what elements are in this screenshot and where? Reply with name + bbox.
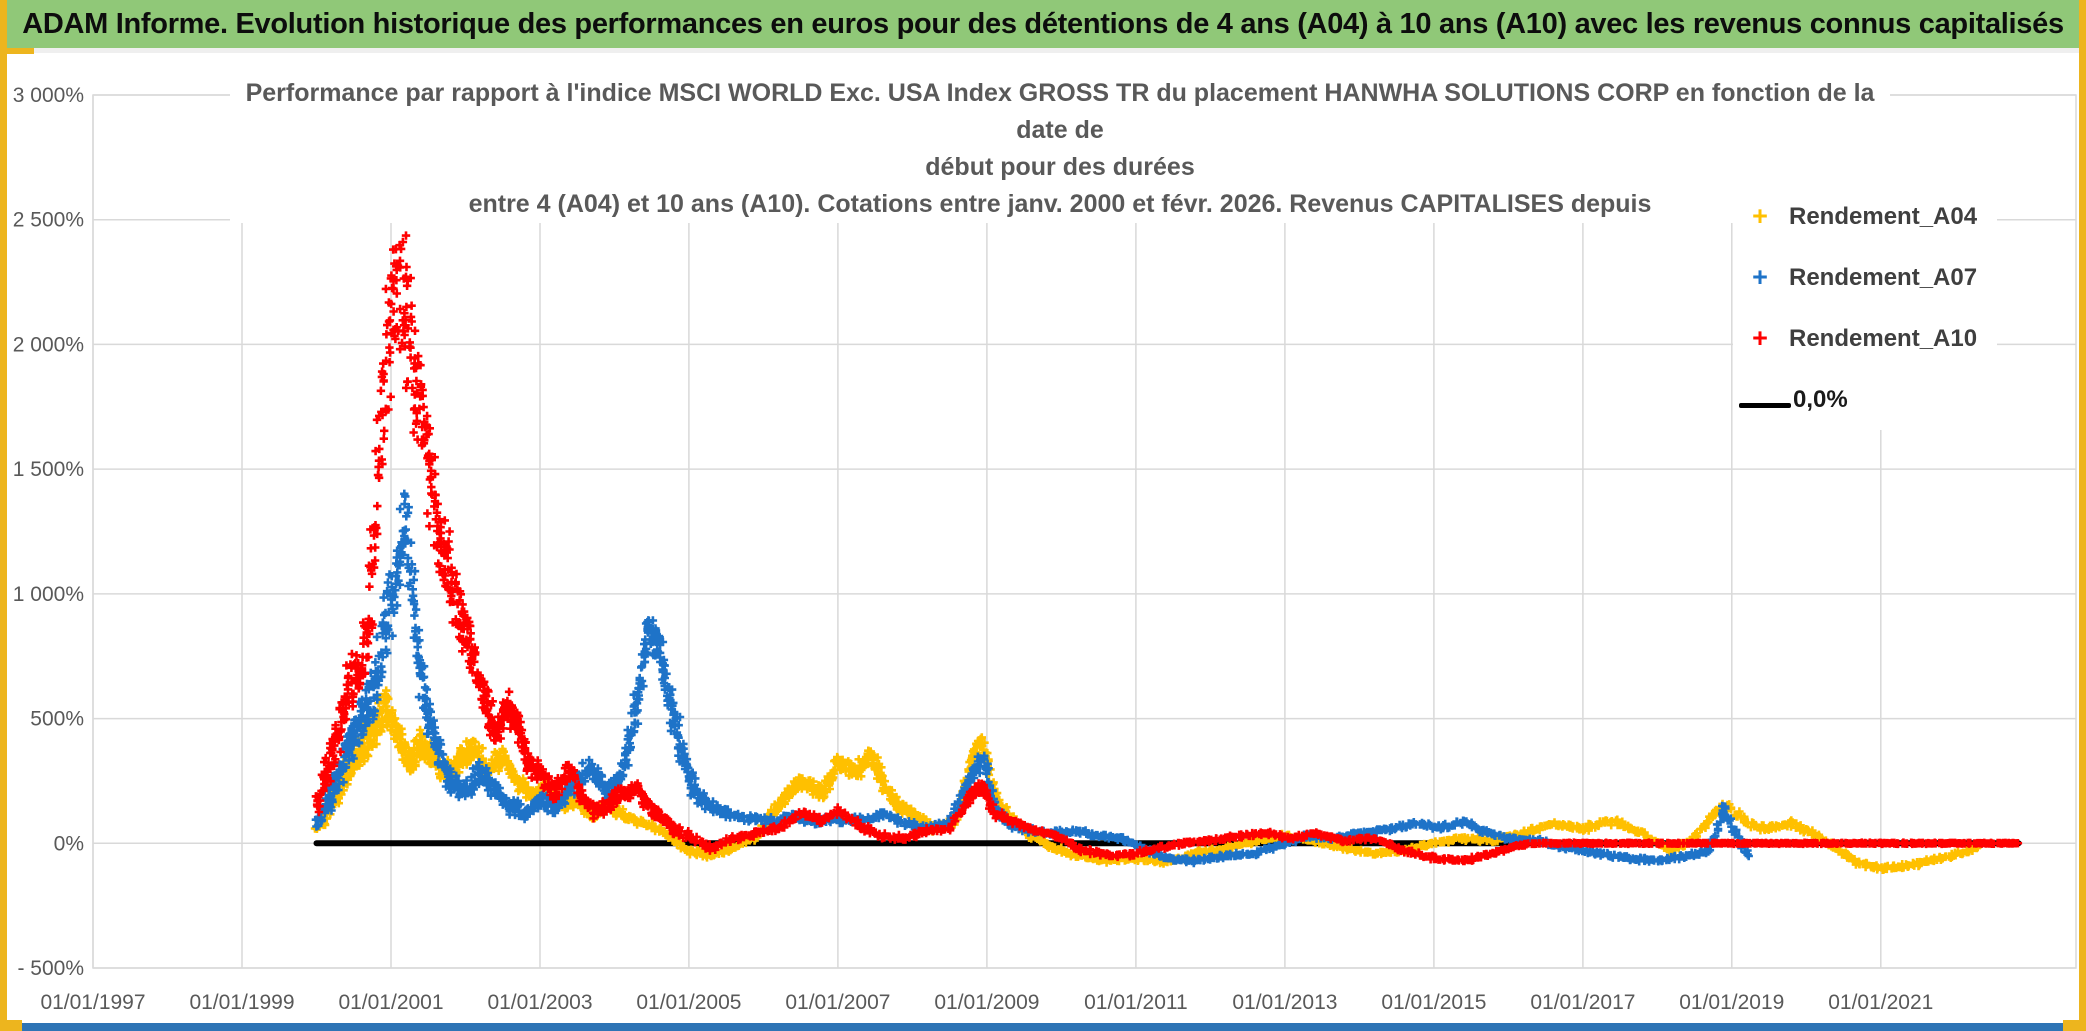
- svg-text:2 000%: 2 000%: [13, 333, 84, 356]
- legend-label: Rendement_A07: [1789, 263, 1978, 291]
- svg-text:01/01/1999: 01/01/1999: [189, 991, 294, 1014]
- series-Rendement_A10: [311, 231, 2023, 866]
- svg-text:01/01/2009: 01/01/2009: [934, 991, 1039, 1014]
- legend-label: Rendement_A10: [1789, 324, 1978, 352]
- svg-text:01/01/2015: 01/01/2015: [1381, 991, 1486, 1014]
- chart-title: Performance par rapport à l'indice MSCI …: [230, 75, 1890, 223]
- svg-text:01/01/2011: 01/01/2011: [1084, 991, 1188, 1014]
- legend-plus-marker: +: [1752, 201, 1768, 231]
- legend-item-rendement-a04[interactable]: + Rendement_A04: [1737, 186, 1993, 247]
- legend-item-rendement-a07[interactable]: + Rendement_A07: [1737, 247, 1993, 308]
- header-bar: ADAM Informe. Evolution historique des p…: [7, 0, 2079, 48]
- header-title: ADAM Informe. Evolution historique des p…: [22, 7, 2064, 40]
- gold-dash-top-left: [0, 48, 34, 54]
- svg-text:01/01/2013: 01/01/2013: [1232, 991, 1337, 1014]
- series-Rendement_A07: [311, 489, 1753, 868]
- chart-title-line-3: entre 4 (A04) et 10 ans (A10). Cotations…: [468, 190, 1652, 218]
- svg-text:01/01/1997: 01/01/1997: [40, 991, 145, 1014]
- svg-text:01/01/2021: 01/01/2021: [1828, 991, 1933, 1014]
- svg-text:01/01/2003: 01/01/2003: [487, 991, 592, 1014]
- svg-text:500%: 500%: [30, 708, 84, 731]
- header-divider: [7, 48, 2079, 53]
- legend-plus-marker: +: [1752, 323, 1768, 353]
- svg-text:01/01/2019: 01/01/2019: [1679, 991, 1784, 1014]
- legend-line-swatch: [1737, 386, 1793, 413]
- svg-text:2 500%: 2 500%: [13, 209, 84, 232]
- chart-title-line-1: Performance par rapport à l'indice MSCI …: [245, 79, 1875, 144]
- chart-legend: + Rendement_A04 + Rendement_A07 + Rendement_A…: [1733, 186, 1997, 430]
- legend-label: 0,0%: [1793, 385, 1848, 413]
- legend-item-rendement-a10[interactable]: + Rendement_A10: [1737, 308, 1993, 369]
- legend-item-0-0-[interactable]: 0,0%: [1737, 369, 1993, 430]
- svg-text:01/01/2005: 01/01/2005: [636, 991, 741, 1014]
- svg-text:01/01/2001: 01/01/2001: [338, 991, 443, 1014]
- legend-label: Rendement_A04: [1789, 202, 1978, 230]
- svg-text:- 500%: - 500%: [17, 957, 84, 980]
- gold-corner-bottom-left: [0, 1020, 22, 1031]
- svg-text:01/01/2017: 01/01/2017: [1530, 991, 1635, 1014]
- chart-title-line-2: début pour des durées: [925, 153, 1195, 181]
- left-gold-border: [0, 0, 7, 1031]
- svg-text:01/01/2007: 01/01/2007: [785, 991, 890, 1014]
- legend-plus-marker: +: [1752, 262, 1768, 292]
- svg-text:1 000%: 1 000%: [13, 583, 84, 606]
- y-axis-labels: 3 000% 2 500% 2 000% 1 500% 1 000% 500% 0% - 50…: [13, 84, 84, 980]
- right-gold-border: [2079, 0, 2086, 1031]
- gold-corner-bottom-right: [2063, 1020, 2086, 1031]
- x-axis-labels: 01/01/1997 01/01/1999 01/01/2001 01/01/2003…: [40, 991, 1933, 1014]
- svg-text:1 500%: 1 500%: [13, 458, 84, 481]
- svg-text:3 000%: 3 000%: [13, 84, 84, 107]
- svg-text:0%: 0%: [54, 832, 84, 855]
- bottom-blue-bar: [7, 1023, 2079, 1031]
